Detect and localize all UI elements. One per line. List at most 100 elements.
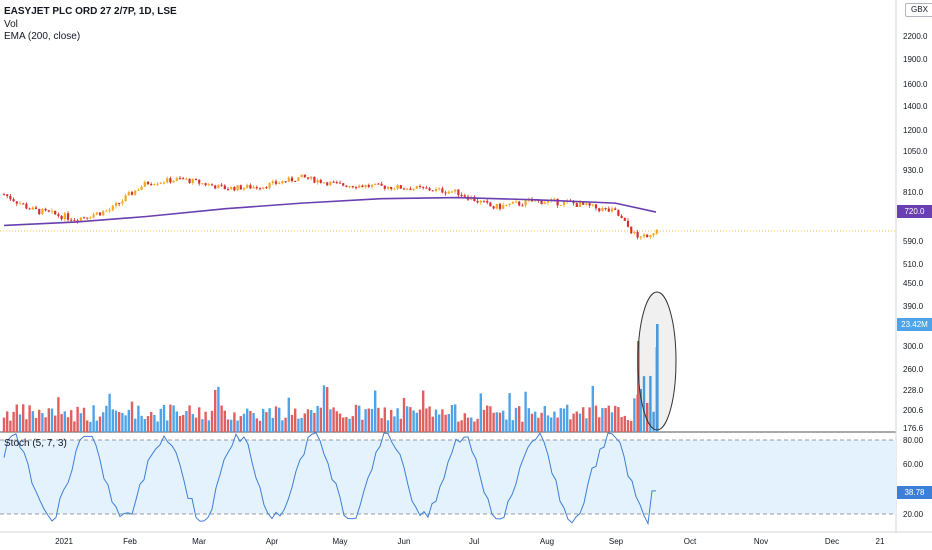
volume-bar — [444, 414, 447, 432]
volume-bar — [370, 408, 374, 432]
candle-body — [617, 209, 620, 216]
volume-bar — [12, 411, 15, 432]
volume-bar — [524, 391, 527, 432]
volume-bar — [566, 404, 569, 432]
candle-body — [278, 183, 281, 185]
candle-body — [153, 184, 156, 186]
volume-bar — [242, 413, 246, 432]
candle-body — [271, 181, 274, 184]
volume-bar — [470, 417, 473, 432]
candle-body — [338, 182, 342, 184]
time-axis[interactable]: 2021 Feb Mar Apr May Jun Jul Aug Sep Oct Nov Dec 21 — [55, 537, 885, 546]
volume-bar — [399, 418, 402, 432]
candle-body — [89, 217, 92, 219]
candle-body — [156, 183, 159, 185]
candle-body — [118, 202, 121, 204]
volume-bar — [482, 409, 486, 432]
candle-body — [63, 213, 66, 220]
candle-body — [412, 188, 415, 190]
candle-body — [623, 218, 626, 221]
volume-bar — [637, 341, 640, 432]
candle-body — [230, 186, 233, 190]
candle-body — [476, 201, 479, 203]
volume-bar — [361, 419, 364, 432]
candle-body — [358, 185, 361, 188]
volume-bar — [57, 397, 60, 432]
volume-bar — [418, 409, 422, 432]
volume-bar — [2, 417, 6, 432]
volume-bar — [447, 413, 450, 432]
volume-bar — [38, 409, 41, 432]
candle-body — [652, 233, 655, 236]
candle-body — [351, 186, 354, 188]
volume-bar — [31, 411, 34, 432]
candle-body — [98, 212, 102, 216]
candle-body — [284, 181, 287, 183]
ema-legend: EMA (200, close) — [4, 31, 81, 42]
volume-bar — [217, 386, 220, 432]
price-tick-label: 1900.0 — [903, 55, 928, 64]
candle-body — [585, 203, 588, 205]
candle-body — [140, 186, 143, 190]
stoch-pane — [0, 431, 896, 526]
volume-bar — [25, 419, 28, 432]
volume-bar — [102, 412, 105, 432]
volume-bar — [89, 421, 92, 432]
candle-body — [486, 200, 489, 203]
time-tick-label: Jul — [469, 537, 479, 546]
time-tick-label: Aug — [540, 537, 554, 546]
currency-badge[interactable]: GBX — [905, 3, 932, 17]
volume-bar — [412, 410, 415, 432]
volume-bar — [495, 412, 498, 432]
volume-bar — [50, 408, 54, 432]
candle-body — [86, 217, 89, 219]
candle-body — [121, 201, 124, 204]
candle-body — [130, 192, 134, 195]
candle-body — [335, 182, 338, 184]
volume-bar — [345, 417, 348, 432]
volume-bar — [415, 412, 418, 432]
volume-bar — [319, 407, 322, 432]
candle-body — [473, 196, 476, 202]
volume-bar — [537, 417, 540, 432]
candle-body — [553, 198, 556, 200]
volume-bar — [502, 410, 505, 432]
volume-bar — [63, 411, 66, 432]
volume-bar — [393, 416, 396, 432]
volume-tag: 23.42M — [897, 318, 932, 331]
volume-bar — [287, 397, 290, 432]
volume-bar — [281, 420, 284, 432]
volume-bar — [518, 406, 521, 432]
volume-legend: Vol — [4, 19, 18, 30]
candle-body — [182, 178, 185, 180]
candle-body — [76, 220, 79, 222]
volume-bar — [265, 412, 268, 432]
volume-bar — [313, 412, 316, 432]
candle-body — [361, 185, 364, 188]
candle-body — [95, 212, 98, 215]
candle-body — [514, 201, 518, 203]
volume-bar — [364, 409, 367, 432]
candle-body — [294, 181, 297, 183]
candle-body — [524, 200, 527, 206]
candle-body — [457, 189, 460, 195]
candle-body — [374, 183, 377, 185]
volume-bar — [358, 405, 361, 432]
stoch-tick-label: 20.00 — [903, 510, 924, 519]
price-axis[interactable]: 2200.0 1900.0 1600.0 1400.0 1200.0 1050.0 930.… — [903, 32, 928, 519]
volume-bar — [34, 417, 38, 432]
volume-bar — [108, 393, 111, 432]
volume-bar — [143, 419, 146, 432]
volume-bar — [150, 412, 153, 432]
volume-bar — [223, 410, 226, 432]
time-tick-label: Mar — [192, 537, 206, 546]
volume-bar — [44, 417, 47, 432]
volume-bar — [598, 417, 601, 432]
volume-bar — [559, 408, 562, 432]
volume-bar — [246, 408, 249, 432]
candle-body — [38, 208, 41, 215]
volume-bar — [652, 411, 655, 432]
candle-body — [207, 184, 210, 186]
candle-body — [54, 210, 57, 215]
